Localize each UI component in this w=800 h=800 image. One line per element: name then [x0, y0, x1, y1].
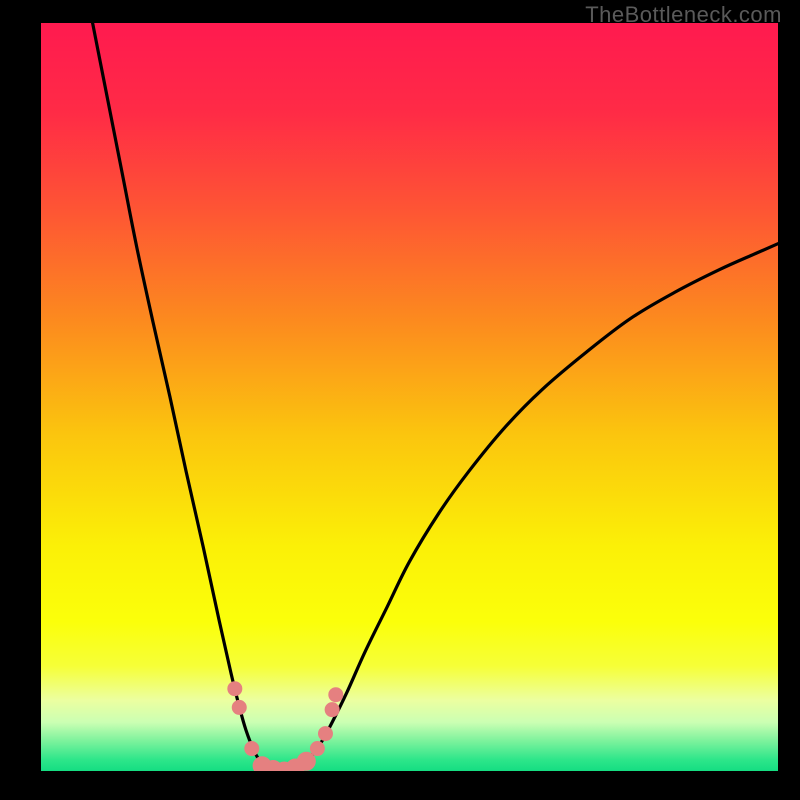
marker-dot	[325, 703, 339, 717]
marker-dot	[329, 688, 343, 702]
marker-dot	[318, 727, 332, 741]
marker-dot	[228, 682, 242, 696]
marker-dot	[245, 742, 259, 756]
watermark-text: TheBottleneck.com	[585, 2, 782, 28]
chart-container: TheBottleneck.com	[0, 0, 800, 800]
bottleneck-chart	[0, 0, 800, 800]
gradient-background	[41, 23, 778, 771]
marker-dot	[310, 742, 324, 756]
marker-dot	[297, 752, 315, 770]
marker-dot	[232, 700, 246, 714]
